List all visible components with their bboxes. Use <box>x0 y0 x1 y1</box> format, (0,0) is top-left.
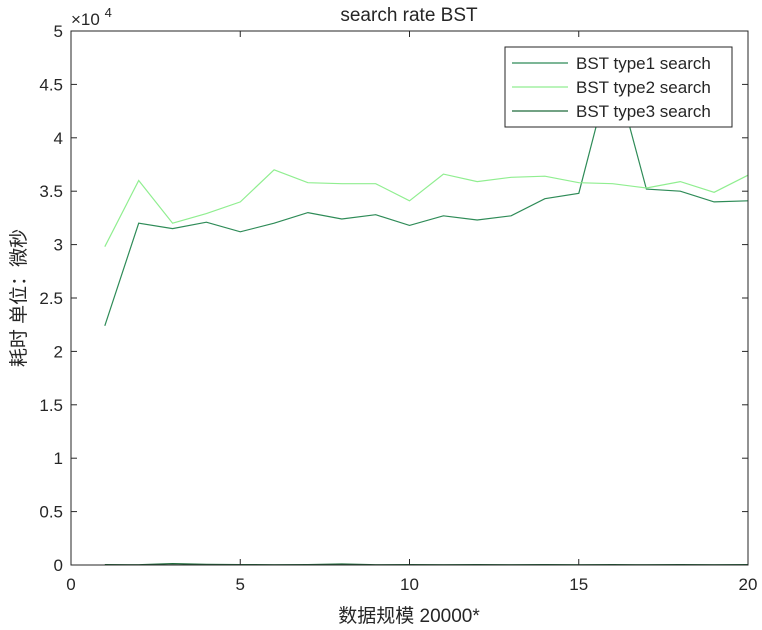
y-tick-label: 4 <box>54 129 63 148</box>
legend: BST type1 search BST type2 search BST type… <box>504 46 733 128</box>
y-tick-label: 4.5 <box>39 75 63 94</box>
x-tick-label: 15 <box>569 575 588 594</box>
legend-label-type1: BST type1 search <box>576 54 711 73</box>
y-exponent-label: ×10 4 <box>71 5 112 29</box>
y-exponent-base: ×10 <box>71 10 100 29</box>
series-line-type2 <box>104 169 749 247</box>
series-line-type1 <box>104 60 749 326</box>
y-tick-label: 1 <box>54 449 63 468</box>
y-tick-label: 3.5 <box>39 182 63 201</box>
y-tick-label: 2.5 <box>39 289 63 308</box>
y-tick-label: 0 <box>54 556 63 575</box>
y-tick-label: 0.5 <box>39 503 63 522</box>
ticks-layer: 0 5 10 15 20 0 0.5 1 1.5 2 2.5 3 3.5 4 4.5 5 <box>39 22 757 594</box>
legend-label-type2: BST type2 search <box>576 78 711 97</box>
x-axis-label: 数据规模 20000* <box>338 605 480 627</box>
y-exponent-power: 4 <box>105 5 112 20</box>
y-tick-label: 5 <box>54 22 63 41</box>
x-tick-label: 0 <box>66 575 75 594</box>
y-tick-label: 1.5 <box>39 396 63 415</box>
y-axis-label: 耗时 单位：微秒 <box>8 229 30 367</box>
x-tick-label: 5 <box>236 575 245 594</box>
x-tick-label: 20 <box>739 575 758 594</box>
legend-label-type3: BST type3 search <box>576 102 711 121</box>
chart-title: search rate BST <box>340 5 478 26</box>
y-tick-label: 2 <box>54 342 63 361</box>
y-tick-label: 3 <box>54 236 63 255</box>
x-tick-label: 10 <box>400 575 419 594</box>
